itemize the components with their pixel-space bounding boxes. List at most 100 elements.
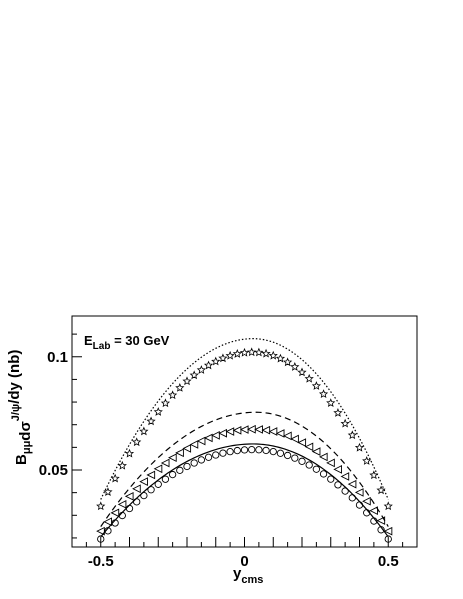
star-marker [268,350,278,360]
star-marker [290,362,300,371]
triangle-marker [311,447,321,456]
star-marker [283,357,293,367]
star-marker [117,460,127,470]
circle-marker [363,509,371,517]
triangle-marker [146,470,156,480]
star-marker [318,389,329,399]
circle-marker [161,475,170,483]
circle-marker [147,486,155,494]
triangle-marker [110,508,120,518]
circle-marker [104,527,112,535]
y-axis-title-part: dσ [17,421,34,440]
circle-marker [154,480,162,488]
y-axis-title: BμμdσJ/ψ/dy (nb) [6,350,34,465]
triangle-marker [290,434,299,444]
y-tick-label: 0.05 [39,462,68,479]
x-axis-title-sub: cms [241,574,263,586]
star-marker [383,501,393,511]
star-marker [354,442,365,452]
triangle-marker [261,425,271,435]
circle-marker [319,470,328,478]
circle-marker [212,451,220,459]
triangle-marker [268,427,278,436]
star-marker [132,437,142,447]
star-marker [175,383,185,392]
circle-marker [197,456,206,464]
star-marker [369,470,379,480]
triangle-marker [117,500,127,509]
triangle-marker [175,448,184,458]
star-marker [297,367,307,377]
star-marker [211,356,221,366]
circle-marker [183,462,191,471]
star-marker [261,348,271,358]
star-marker [160,398,171,408]
circle-marker [204,453,213,461]
circle-marker [276,449,285,457]
star-marker [333,408,343,417]
star-marker [103,487,113,496]
circle-marker [298,457,306,465]
star-marker [203,360,214,370]
y-axis-title-part: J/ψ [10,404,22,421]
star-marker [110,473,120,483]
triangle-marker [383,526,393,536]
triangle-marker [318,452,328,462]
triangle-marker [333,465,342,474]
triangle-marker [168,453,177,463]
triangle-marker [139,477,148,486]
circle-marker [327,475,335,483]
triangle-marker [153,464,163,474]
circle-marker [305,461,313,469]
star-marker [189,370,199,380]
circle-marker [248,445,256,454]
energy-annotation-sub: Lab [93,341,111,352]
series-circle-markers [97,445,392,543]
y-tick-label: 0.1 [47,349,68,366]
x-tick-label: 0 [240,553,248,570]
star-marker [153,407,163,416]
circle-marker [118,511,126,520]
star-marker [376,485,386,495]
triangle-marker [203,433,213,443]
series-star-markers [96,347,393,511]
triangle-marker [211,431,220,440]
triangle-marker [376,516,386,525]
circle-marker [111,519,119,527]
y-axis-title-part: B [13,454,30,465]
star-marker [347,430,357,440]
star-marker [139,426,149,436]
circle-marker [176,466,184,474]
star-marker [96,501,106,511]
circle-marker [355,501,364,509]
energy-annotation-main: E [84,333,93,348]
triangle-marker [132,484,141,494]
triangle-marker [340,472,350,481]
circle-marker [312,465,321,473]
triangle-marker [160,458,170,468]
star-marker [196,365,206,374]
circle-marker [377,526,385,534]
energy-annotation-rest: = 30 GeV [110,333,169,348]
circle-marker [240,446,249,454]
triangle-marker [247,424,256,434]
triangle-marker [369,506,378,515]
star-marker [247,347,257,357]
triangle-marker [239,425,249,434]
circle-marker [133,498,141,506]
tick-layer: -0.5 0 0.5 0.05 0.1 [39,333,418,570]
triangle-marker [275,429,285,438]
triangle-marker [283,431,292,441]
star-marker [146,416,156,426]
circle-marker [168,470,177,479]
star-marker [182,376,192,386]
triangle-marker [182,444,192,453]
star-marker [362,456,372,465]
circle-marker [233,446,241,455]
circle-marker [341,487,349,495]
star-marker [124,448,135,458]
circle-marker [370,517,378,525]
x-axis-title: ycms [233,565,263,586]
triangle-marker [304,442,314,452]
